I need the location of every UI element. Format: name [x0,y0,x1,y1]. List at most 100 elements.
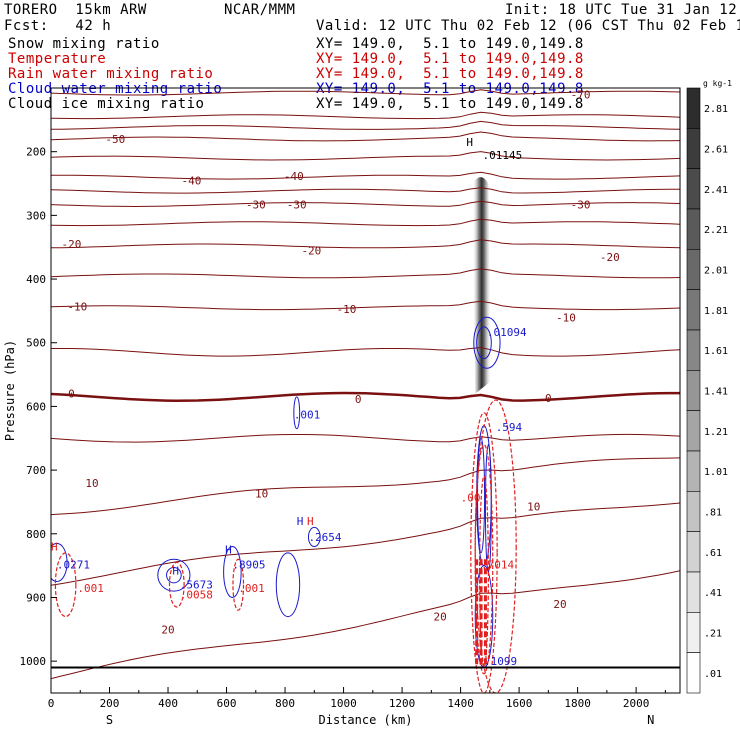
isotherm-label: -30 [246,199,266,212]
south-label: S [106,713,113,727]
plot-frame [50,87,681,694]
isotherm-line [51,120,680,130]
maximum-label: .001 [294,409,321,422]
cloud-water-contour [307,526,321,548]
x-tick-label: 1600 [506,697,533,710]
cloud-water-contour [223,546,242,598]
isotherm-label: -40 [284,170,304,183]
isotherm-line [51,200,680,208]
maximum-label: .2654 [308,531,341,544]
isotherm-line [51,570,680,680]
field-rain: Rain water mixing ratio [8,66,214,82]
colorbar-segment [686,531,701,573]
colorbar-label: 2.61 [704,145,728,156]
isotherm-line [51,89,680,96]
isotherm-label: 20 [433,611,446,624]
isotherm-label: -20 [600,251,620,264]
cloud-water-contour [275,552,301,618]
colorbar-segment [686,612,701,653]
colorbar-label: .61 [704,548,722,559]
colorbar-segment [686,491,701,532]
y-tick-label: 400 [26,273,46,286]
isotherm-line [51,391,680,402]
colorbar-segment [686,571,701,613]
colorbar-label: 2.81 [704,104,728,115]
isotherm-line [51,151,680,161]
field-snow-xy: XY= 149.0, 5.1 to 149.0,149.8 [316,36,584,52]
x-tick-label: 2000 [623,697,650,710]
colorbar-label: 2.41 [704,185,728,196]
isotherm-line [51,171,680,180]
isotherm-label: -20 [301,244,321,257]
colorbar-label: 1.81 [704,306,728,317]
colorbar-segment [686,208,701,250]
valid-time: Valid: 12 UTC Thu 02 Feb 12 (06 CST Thu … [316,18,740,34]
isotherm-label: 10 [255,488,268,501]
x-tick-label: 800 [275,697,295,710]
maximum-label: .001 [77,582,104,595]
colorbar-label: 2.01 [704,266,728,277]
maximum-label: H [307,515,314,528]
field-snow: Snow mixing ratio [8,36,160,52]
isotherm-line [51,218,680,227]
cloud-water-contour [166,567,182,584]
isotherm-line [51,187,680,194]
isotherm-label: -10 [337,303,357,316]
isotherm-line [51,433,680,443]
y-tick-label: 1000 [20,655,47,668]
maximum-label: H [297,515,304,528]
rain-water-contour [470,412,498,693]
y-tick-label: 800 [26,528,46,541]
y-tick-label: 700 [26,464,46,477]
isotherm-label: 20 [553,598,566,611]
maximum-label: .594 [496,421,523,434]
cloud-water-contour [157,558,191,592]
x-tick-label: 200 [100,697,120,710]
cloud-ice-shading [472,177,492,394]
maximum-label: .7014 [481,558,514,571]
north-label: N [647,713,654,727]
maximum-label: H [225,544,232,557]
model-title: TORERO 15km ARW [4,2,147,18]
colorbar-segment [686,410,701,452]
colorbar-label: .41 [704,588,722,599]
colorbar-label: .81 [704,508,722,519]
x-tick-label: 1800 [564,697,591,710]
isotherm-line [51,111,680,120]
isotherm-label: 10 [527,500,540,513]
cloud-water-contour [473,316,501,369]
colorbar-unit: g kg-1 [703,79,732,88]
maximum-label: .0058 [180,588,213,601]
field-temperature: Temperature [8,51,107,67]
rain-water-contour [232,558,245,611]
maximum-label: .01094 [487,326,527,339]
isotherm-line [51,502,680,586]
isotherm-line [51,347,680,357]
init-time: Init: 18 UTC Tue 31 Jan 12 [505,2,738,18]
x-tick-label: 1200 [389,697,416,710]
field-cloud-ice: Cloud ice mixing ratio [8,96,205,112]
maximum-label: .1099 [484,655,517,668]
maximum-label: H [172,565,179,578]
y-tick-label: 900 [26,591,46,604]
rain-water-contour [474,399,517,693]
colorbar-label: 2.21 [704,225,728,236]
colorbar-segment [686,370,701,411]
cloud-water-contour [477,437,486,554]
isotherm-label: -50 [105,133,125,146]
maximum-label: .8905 [232,558,265,571]
maximum-label: .0271 [57,558,90,571]
isotherm-label: -40 [181,174,201,187]
x-tick-label: 0 [48,697,55,710]
colorbar-segment [686,329,701,371]
isotherm-label: -10 [556,311,576,324]
maximum-label: H [51,541,58,554]
isotherm-line [51,131,680,142]
y-tick-label: 200 [26,146,46,159]
colorbar-label: 1.21 [704,427,728,438]
field-rain-xy: XY= 149.0, 5.1 to 149.0,149.8 [316,66,584,82]
colorbar-label: .21 [704,629,722,640]
maximum-label: .01145 [483,149,523,162]
cloud-water-contour [476,326,492,360]
